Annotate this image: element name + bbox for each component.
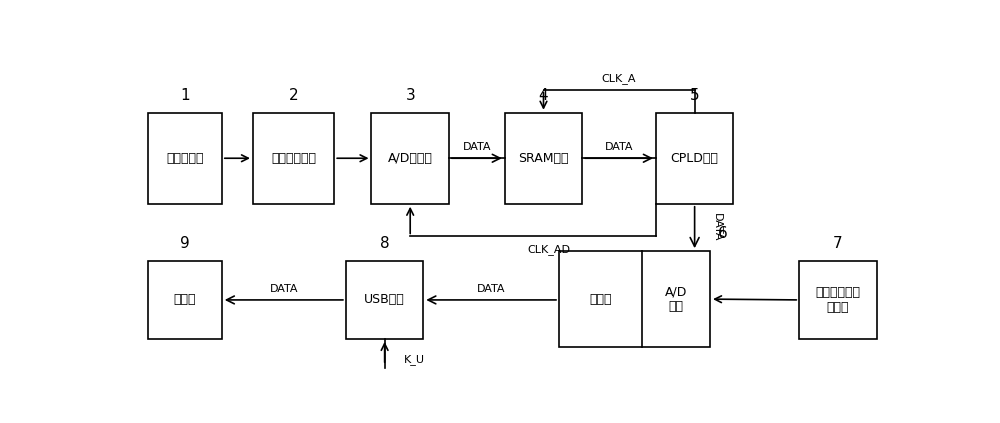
Text: A/D转换器: A/D转换器: [388, 152, 433, 165]
Text: SRAM芯片: SRAM芯片: [518, 152, 569, 165]
Bar: [371, 113, 449, 204]
Bar: [253, 113, 334, 204]
Text: CPLD芯片: CPLD芯片: [671, 152, 719, 165]
Text: DATA: DATA: [270, 283, 298, 294]
Text: 7: 7: [833, 236, 843, 251]
Text: 2: 2: [289, 88, 298, 103]
Text: 5: 5: [690, 88, 699, 103]
Text: K_U: K_U: [404, 354, 425, 365]
Text: 钨铼热电偶: 钨铼热电偶: [166, 152, 204, 165]
Text: CLK_AD: CLK_AD: [527, 244, 570, 255]
Text: 3: 3: [405, 88, 415, 103]
Bar: [799, 261, 877, 339]
Text: 8: 8: [380, 236, 389, 251]
Bar: [346, 261, 423, 339]
Text: CLK_A: CLK_A: [602, 73, 636, 84]
Bar: [559, 251, 710, 347]
Text: 6: 6: [718, 226, 728, 241]
Text: 计算机: 计算机: [174, 294, 196, 306]
Bar: [148, 113, 222, 204]
Text: DATA: DATA: [463, 142, 491, 152]
Text: 9: 9: [180, 236, 190, 251]
Bar: [656, 113, 733, 204]
Text: USB接口: USB接口: [364, 294, 405, 306]
Text: DATA: DATA: [477, 283, 505, 294]
Text: 1: 1: [180, 88, 190, 103]
Text: A/D
模块: A/D 模块: [665, 285, 687, 313]
Bar: [148, 261, 222, 339]
Text: DATA: DATA: [712, 213, 722, 242]
Text: 模拟处理电路: 模拟处理电路: [271, 152, 316, 165]
Text: 4: 4: [539, 88, 548, 103]
Text: DATA: DATA: [605, 142, 633, 152]
Text: 单片机: 单片机: [589, 293, 612, 305]
Text: 冷端补偿温度
传感器: 冷端补偿温度 传感器: [816, 286, 860, 314]
Bar: [505, 113, 582, 204]
